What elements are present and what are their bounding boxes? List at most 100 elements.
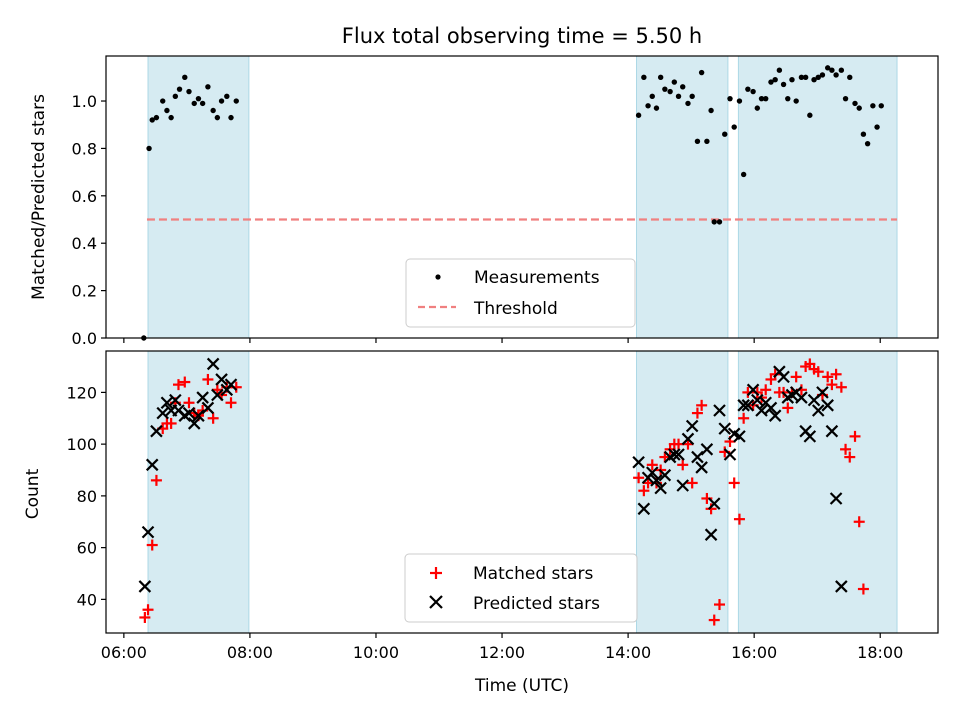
marker-stroke — [821, 399, 834, 412]
predicted-star-point — [206, 357, 220, 371]
x-axis-label: Time (UTC) — [474, 676, 569, 696]
matched-star-point — [150, 474, 162, 486]
matched-star-point — [728, 477, 740, 489]
marker-stroke — [829, 492, 843, 505]
matched-star-point — [733, 513, 745, 525]
matched-star-point — [633, 472, 645, 484]
matched-star-point — [812, 366, 824, 378]
marker-stroke — [718, 422, 732, 435]
marker-stroke — [201, 401, 215, 415]
marker-stroke — [172, 404, 185, 417]
legend-matched-marker — [430, 567, 442, 579]
matched-star-point — [840, 443, 852, 455]
marker-stroke — [811, 404, 825, 417]
marker-stroke — [700, 443, 714, 456]
predicted-star-point — [637, 502, 651, 516]
measurement-point — [824, 65, 831, 71]
measurement-point — [224, 93, 230, 99]
measurement-point — [667, 88, 673, 95]
predicted-star-point — [835, 580, 848, 593]
measurement-point — [758, 95, 765, 102]
y-tick-label: 0.8 — [72, 139, 97, 158]
predicted-star-point — [681, 432, 695, 446]
measurement-point — [815, 74, 821, 81]
measurement-point — [635, 112, 642, 118]
star-count-points — [138, 357, 869, 626]
marker-stroke — [182, 406, 196, 420]
measurement-point — [228, 114, 234, 121]
measurement-point — [199, 100, 206, 107]
marker-stroke — [224, 378, 238, 391]
x-tick-label: 06:00 — [101, 643, 147, 662]
measurement-point — [698, 69, 705, 76]
marker-stroke — [156, 406, 170, 420]
predicted-star-point — [737, 399, 750, 412]
matched-star-point — [179, 376, 191, 388]
matched-star-point — [708, 614, 720, 626]
marker-stroke — [768, 409, 782, 422]
marker-stroke — [192, 409, 205, 422]
marker-stroke — [672, 448, 685, 461]
measurement-point — [704, 138, 710, 145]
marker-stroke — [187, 417, 201, 430]
matched-star-point — [646, 459, 658, 471]
marker-stroke — [650, 474, 663, 487]
predicted-star-point — [811, 404, 825, 417]
measurement-point — [811, 76, 817, 83]
measurement-point — [776, 67, 783, 73]
marker-stroke — [215, 373, 228, 386]
marker-stroke — [691, 450, 704, 464]
legend-threshold-label: Threshold — [473, 299, 558, 319]
matched-star-point — [165, 417, 177, 429]
marker-stroke — [138, 580, 152, 593]
matched-star-point — [139, 611, 151, 623]
y-tick-label: 120 — [66, 383, 97, 402]
y-tick-label: 0.4 — [72, 234, 97, 253]
marker-stroke — [727, 427, 741, 441]
measurement-point — [645, 103, 651, 109]
matched-star-point — [225, 397, 237, 409]
predicted-star-point — [650, 474, 663, 487]
top-x-axis-ticks — [123, 338, 881, 343]
measurement-point — [711, 219, 717, 225]
marker-stroke — [141, 525, 155, 539]
marker-stroke — [150, 424, 163, 438]
marker-stroke — [658, 468, 672, 482]
observing-interval — [147, 55, 250, 339]
marker-stroke — [196, 391, 209, 404]
measurement-point — [146, 145, 152, 152]
marker-stroke — [737, 399, 750, 412]
marker-stroke — [632, 455, 645, 469]
predicted-star-point — [795, 391, 808, 404]
legend-measurement-marker — [435, 274, 441, 280]
measurement-point — [680, 84, 686, 90]
marker-stroke — [835, 580, 848, 593]
measurement-point — [685, 100, 691, 107]
measurement-point — [785, 95, 791, 102]
y-tick-label: 0.0 — [72, 329, 97, 348]
measurement-point — [754, 105, 761, 111]
predicted-star-point — [821, 399, 834, 412]
predicted-star-point — [816, 386, 829, 399]
matched-star-point — [738, 412, 750, 424]
matched-star-point — [857, 583, 869, 595]
measurement-point — [819, 72, 826, 78]
legend-measurements-label: Measurements — [474, 268, 600, 288]
marker-stroke — [713, 404, 726, 417]
top-y-axis-label: Matched/Predicted stars — [29, 94, 49, 300]
matched-star-point — [638, 485, 650, 497]
predicted-star-point — [700, 443, 714, 456]
bottom-panel: 40 60 80 100 120 06:00 08:00 10:00 12:00 14:00 16… — [23, 350, 939, 696]
matched-star-point — [686, 477, 698, 489]
measurement-point — [740, 171, 747, 178]
measurement-point — [149, 117, 155, 123]
measurement-point — [153, 114, 160, 121]
predicted-star-point — [141, 525, 155, 539]
marker-stroke — [695, 461, 708, 474]
measurement-point — [768, 79, 774, 85]
measurement-point — [736, 98, 743, 104]
bottom-y-axis-label: Count — [23, 468, 43, 519]
marker-stroke — [681, 432, 695, 446]
predicted-star-point — [704, 528, 718, 541]
marker-stroke — [654, 481, 667, 495]
